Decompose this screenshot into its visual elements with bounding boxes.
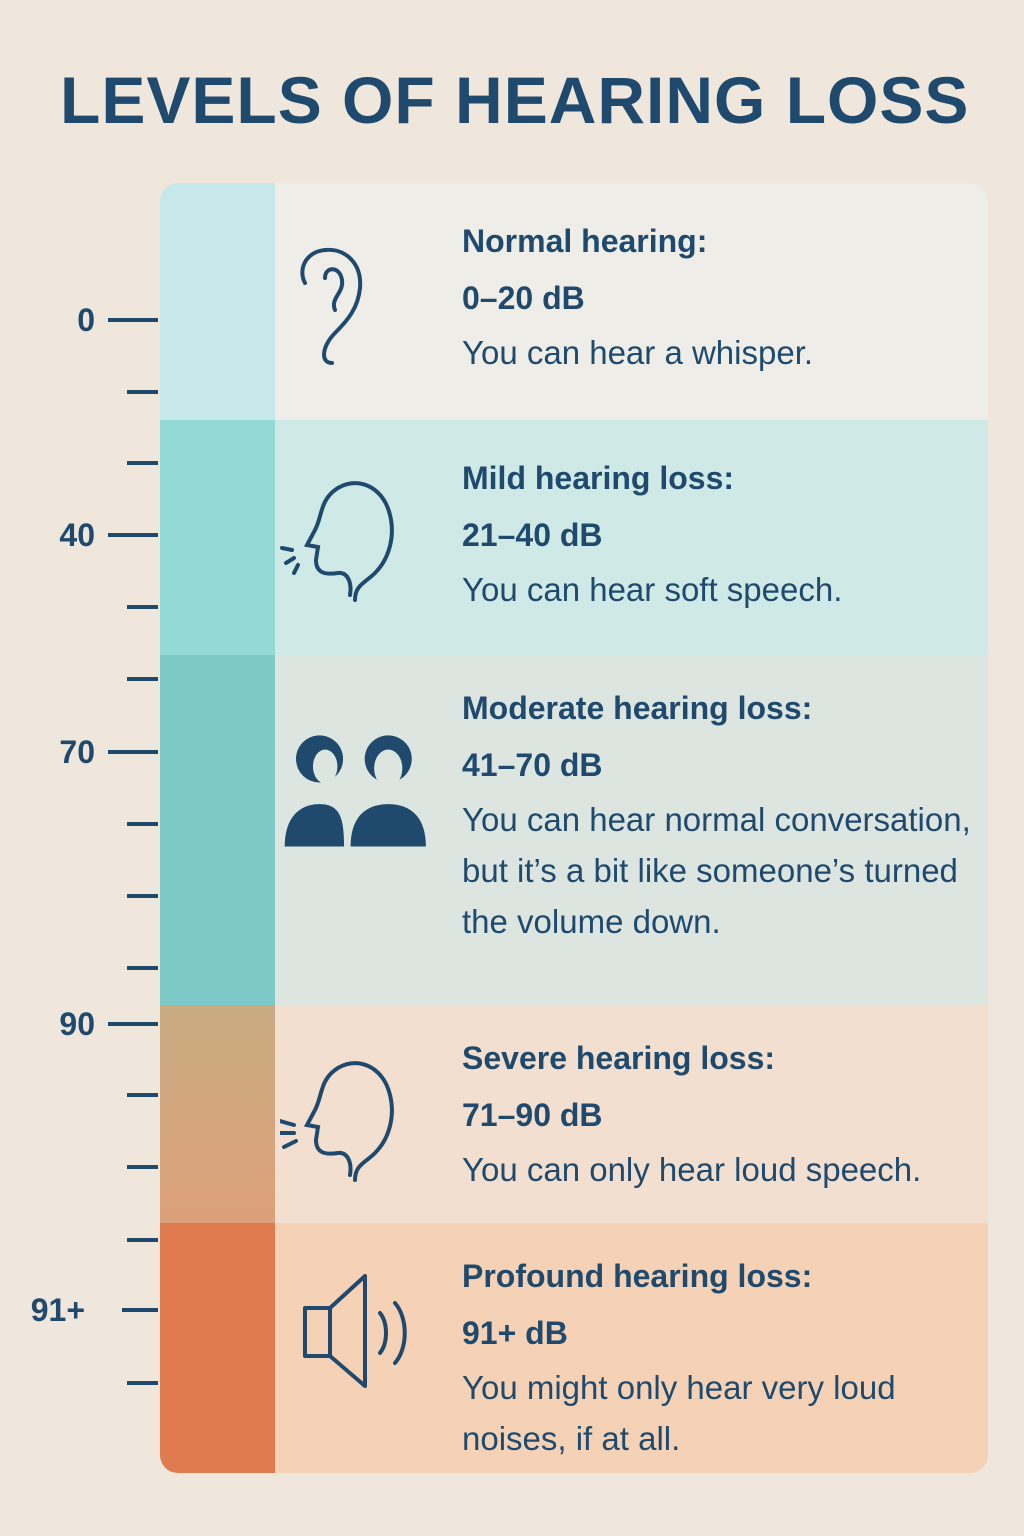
title: LEVELS OF HEARING LOSS [60, 63, 970, 137]
people-icon [284, 735, 426, 847]
level-description: You can hear soft speech. [462, 571, 843, 608]
level-heading: Mild hearing loss: [462, 460, 735, 496]
scale-label: 0 [77, 302, 95, 338]
level-range: 71–90 dB [462, 1097, 603, 1133]
level-range: 0–20 dB [462, 280, 585, 316]
scale-label: 91+ [30, 1292, 85, 1328]
speaker-icon [303, 1274, 407, 1388]
level: Severe hearing loss: 71–90 dB You can on… [160, 1005, 988, 1223]
level: Moderate hearing loss: 41–70 dB You can … [160, 655, 988, 1005]
head-icon [280, 1061, 394, 1182]
level-description: You might only hear very loud noises, if… [462, 1369, 896, 1457]
ear-icon [300, 247, 363, 365]
level-heading: Profound hearing loss: [462, 1258, 813, 1294]
head-icon [280, 481, 394, 602]
level: Profound hearing loss: 91+ dB You might … [160, 1223, 988, 1473]
scale-label: 90 [59, 1006, 95, 1042]
level-description: You can hear a whisper. [462, 334, 814, 371]
level-heading: Severe hearing loss: [462, 1040, 776, 1076]
level: Mild hearing loss: 21–40 dB You can hear… [160, 420, 988, 655]
level-range: 41–70 dB [462, 747, 603, 783]
level-range: 91+ dB [462, 1315, 568, 1351]
levels-card: Normal hearing: 0–20 dB You can hear a w… [160, 183, 988, 1473]
level-description: You can only hear loud speech. [462, 1151, 922, 1188]
scale-label: 40 [59, 517, 95, 553]
scale [108, 318, 158, 1385]
level: Normal hearing: 0–20 dB You can hear a w… [160, 183, 988, 420]
level-heading: Normal hearing: [462, 223, 708, 259]
level-description: You can hear normal conversation, but it… [462, 801, 971, 940]
level-heading: Moderate hearing loss: [462, 690, 813, 726]
level-range: 21–40 dB [462, 517, 603, 553]
scale-label: 70 [59, 734, 95, 770]
